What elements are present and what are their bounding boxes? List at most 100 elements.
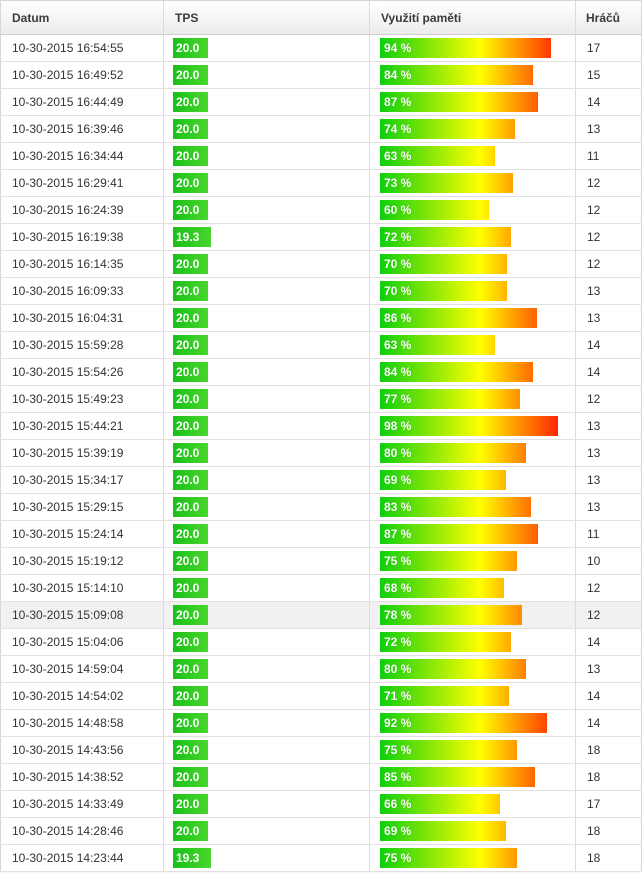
tps-bar: 20.0 (173, 821, 208, 841)
memory-usage-bar: 73 % (380, 173, 513, 193)
players-cell: 15 (575, 62, 642, 88)
table-row: 10-30-2015 16:24:39 20.0 60 % 12 (0, 197, 642, 224)
date-cell: 10-30-2015 15:44:21 (0, 413, 163, 439)
memory-cell: 66 % (369, 791, 575, 817)
tps-cell: 20.0 (163, 521, 369, 547)
memory-cell: 71 % (369, 683, 575, 709)
tps-cell: 19.3 (163, 845, 369, 871)
memory-usage-bar: 80 % (380, 659, 526, 679)
tps-cell: 20.0 (163, 35, 369, 61)
tps-bar: 20.0 (173, 254, 208, 274)
tps-bar: 20.0 (173, 632, 208, 652)
date-cell: 10-30-2015 15:14:10 (0, 575, 163, 601)
tps-cell: 20.0 (163, 278, 369, 304)
table-row: 10-30-2015 16:49:52 20.0 84 % 15 (0, 62, 642, 89)
date-cell: 10-30-2015 15:54:26 (0, 359, 163, 385)
table-row: 10-30-2015 14:23:44 19.3 75 % 18 (0, 845, 642, 872)
tps-bar: 20.0 (173, 416, 208, 436)
tps-cell: 20.0 (163, 359, 369, 385)
players-cell: 18 (575, 764, 642, 790)
memory-cell: 87 % (369, 521, 575, 547)
tps-cell: 20.0 (163, 251, 369, 277)
tps-bar: 20.0 (173, 551, 208, 571)
players-cell: 12 (575, 251, 642, 277)
date-cell: 10-30-2015 14:54:02 (0, 683, 163, 709)
table-row: 10-30-2015 15:54:26 20.0 84 % 14 (0, 359, 642, 386)
memory-cell: 68 % (369, 575, 575, 601)
tps-bar: 20.0 (173, 173, 208, 193)
memory-cell: 63 % (369, 332, 575, 358)
table-row: 10-30-2015 14:33:49 20.0 66 % 17 (0, 791, 642, 818)
table-row: 10-30-2015 14:54:02 20.0 71 % 14 (0, 683, 642, 710)
column-header-tps[interactable]: TPS (163, 1, 369, 34)
memory-cell: 70 % (369, 251, 575, 277)
players-cell: 11 (575, 143, 642, 169)
memory-cell: 85 % (369, 764, 575, 790)
date-cell: 10-30-2015 15:49:23 (0, 386, 163, 412)
tps-bar: 20.0 (173, 578, 208, 598)
memory-usage-bar: 87 % (380, 524, 538, 544)
date-cell: 10-30-2015 16:19:38 (0, 224, 163, 250)
table-row: 10-30-2015 16:14:35 20.0 70 % 12 (0, 251, 642, 278)
tps-bar: 19.3 (173, 227, 211, 247)
memory-usage-bar: 87 % (380, 92, 538, 112)
table-row: 10-30-2015 15:04:06 20.0 72 % 14 (0, 629, 642, 656)
column-header-memory[interactable]: Využití paměti (369, 1, 575, 34)
tps-cell: 20.0 (163, 791, 369, 817)
date-cell: 10-30-2015 15:19:12 (0, 548, 163, 574)
tps-bar: 20.0 (173, 119, 208, 139)
column-header-datum[interactable]: Datum (0, 1, 163, 34)
tps-cell: 20.0 (163, 467, 369, 493)
memory-cell: 60 % (369, 197, 575, 223)
memory-cell: 94 % (369, 35, 575, 61)
memory-cell: 87 % (369, 89, 575, 115)
players-cell: 14 (575, 359, 642, 385)
column-header-players[interactable]: Hráčů (575, 1, 642, 34)
memory-usage-bar: 77 % (380, 389, 520, 409)
date-cell: 10-30-2015 16:34:44 (0, 143, 163, 169)
memory-usage-bar: 94 % (380, 38, 551, 58)
tps-cell: 20.0 (163, 62, 369, 88)
memory-usage-bar: 84 % (380, 65, 533, 85)
tps-cell: 20.0 (163, 116, 369, 142)
table-row: 10-30-2015 15:34:17 20.0 69 % 13 (0, 467, 642, 494)
memory-usage-bar: 84 % (380, 362, 533, 382)
tps-bar: 20.0 (173, 65, 208, 85)
tps-cell: 20.0 (163, 305, 369, 331)
table-row: 10-30-2015 16:54:55 20.0 94 % 17 (0, 35, 642, 62)
date-cell: 10-30-2015 16:29:41 (0, 170, 163, 196)
players-cell: 17 (575, 791, 642, 817)
players-cell: 12 (575, 224, 642, 250)
tps-bar: 20.0 (173, 146, 208, 166)
players-cell: 13 (575, 116, 642, 142)
memory-usage-bar: 75 % (380, 740, 517, 760)
memory-usage-bar: 70 % (380, 281, 507, 301)
tps-cell: 20.0 (163, 332, 369, 358)
tps-bar: 20.0 (173, 767, 208, 787)
table-row: 10-30-2015 15:49:23 20.0 77 % 12 (0, 386, 642, 413)
tps-cell: 20.0 (163, 629, 369, 655)
memory-cell: 70 % (369, 278, 575, 304)
memory-cell: 75 % (369, 737, 575, 763)
players-cell: 12 (575, 602, 642, 628)
tps-cell: 20.0 (163, 143, 369, 169)
date-cell: 10-30-2015 16:09:33 (0, 278, 163, 304)
players-cell: 14 (575, 89, 642, 115)
memory-cell: 78 % (369, 602, 575, 628)
memory-usage-bar: 70 % (380, 254, 507, 274)
date-cell: 10-30-2015 16:54:55 (0, 35, 163, 61)
memory-cell: 80 % (369, 656, 575, 682)
memory-usage-bar: 69 % (380, 470, 506, 490)
memory-usage-bar: 80 % (380, 443, 526, 463)
players-cell: 13 (575, 494, 642, 520)
table-header: Datum TPS Využití paměti Hráčů (0, 1, 642, 35)
memory-cell: 75 % (369, 845, 575, 871)
memory-usage-bar: 68 % (380, 578, 504, 598)
table-row: 10-30-2015 16:09:33 20.0 70 % 13 (0, 278, 642, 305)
table-row: 10-30-2015 15:39:19 20.0 80 % 13 (0, 440, 642, 467)
memory-usage-bar: 78 % (380, 605, 522, 625)
memory-cell: 69 % (369, 818, 575, 844)
tps-cell: 20.0 (163, 710, 369, 736)
date-cell: 10-30-2015 16:44:49 (0, 89, 163, 115)
